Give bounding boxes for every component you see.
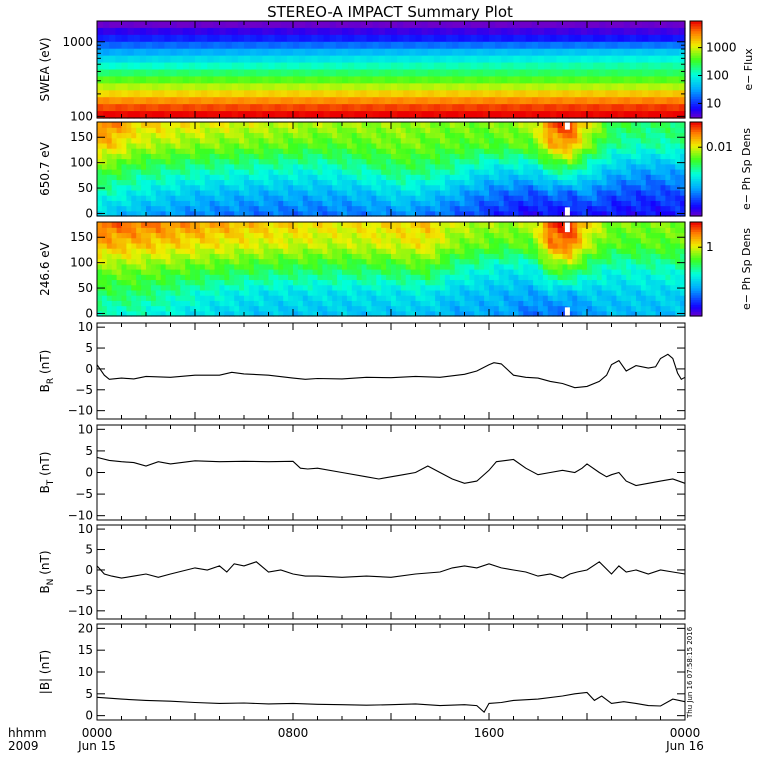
- x-date-label: Jun 15: [77, 739, 116, 753]
- panel-bmag: 0 5 10 15 20 |B| (nT): [38, 621, 685, 722]
- y-tick-label: 10: [78, 522, 93, 536]
- y-axis-label-sub: N: [46, 579, 56, 586]
- colorbar-label: e− Ph Sp Dens: [740, 228, 753, 310]
- y-tick-label: 100: [70, 256, 93, 270]
- y-tick-label: −10: [68, 604, 93, 618]
- y-axis-label-unit: (nT): [38, 550, 52, 578]
- x-date-label: Jun 16: [665, 739, 704, 753]
- y-tick-label: −10: [68, 509, 93, 523]
- panel-background: [97, 323, 685, 419]
- y-tick-label: 10: [78, 665, 93, 679]
- y-tick-label: 100: [70, 109, 93, 123]
- x-tick-label: 0800: [278, 726, 309, 740]
- y-tick-label: 100: [70, 156, 93, 170]
- colorbar-pad650: 0.01 e− Ph Sp Dens: [690, 122, 753, 217]
- colorbar-label: e− Flux: [742, 48, 755, 91]
- y-axis-label: BN (nT): [38, 550, 56, 593]
- y-tick-label: −5: [75, 583, 93, 597]
- y-axis-label-unit: (nT): [38, 650, 52, 678]
- y-tick-label: −5: [75, 383, 93, 397]
- x-axis-prefix-top: hhmm: [8, 726, 47, 740]
- colorbar-swea: 10 100 1000 e− Flux: [690, 21, 755, 119]
- y-tick-label: 150: [70, 130, 93, 144]
- data-gap-bottom: [565, 307, 570, 316]
- panel-background: [97, 624, 685, 720]
- x-tick-label: 0000: [82, 726, 113, 740]
- y-axis-label-unit: (nT): [38, 350, 52, 378]
- colorbar-label: e− Ph Sp Dens: [740, 128, 753, 210]
- y-tick-label: 1000: [62, 35, 93, 49]
- y-tick-label: 0: [85, 709, 93, 723]
- y-axis-label-unit: (nT): [38, 452, 52, 480]
- y-tick-label: −5: [75, 487, 93, 501]
- x-axis-prefix-bottom: 2009: [8, 739, 39, 753]
- y-tick-label: 50: [78, 181, 93, 195]
- colorbar-tick-label: 0.01: [706, 140, 733, 154]
- y-axis-label: 246.6 eV: [38, 241, 52, 296]
- data-gap-top: [565, 222, 570, 232]
- heatmap-pad650: [97, 122, 686, 217]
- y-axis-label: 650.7 eV: [38, 141, 52, 196]
- colorbar-pad246: 1 e− Ph Sp Dens: [690, 222, 753, 317]
- heatmap-pad246: [97, 222, 686, 317]
- y-tick-label: 0: [85, 466, 93, 480]
- x-tick-label: 0000: [670, 726, 701, 740]
- panel-background: [97, 425, 685, 520]
- y-tick-label: −10: [68, 404, 93, 418]
- y-tick-label: 5: [85, 444, 93, 458]
- colorbar-tick-label: 1000: [706, 41, 737, 55]
- panel-pad246: 1 e− Ph Sp Dens 0 50 100 150 246.6 eV: [38, 222, 753, 320]
- y-tick-label: 0: [85, 306, 93, 320]
- data-gap-top: [565, 122, 570, 130]
- y-axis-label: BT (nT): [38, 452, 56, 494]
- panel-background: [97, 525, 685, 619]
- y-tick-label: 50: [78, 281, 93, 295]
- y-tick-label: 10: [78, 320, 93, 334]
- y-tick-label: 0: [85, 563, 93, 577]
- y-axis-label-main: B: [38, 384, 52, 392]
- y-axis-label-main: |B|: [38, 678, 52, 694]
- timestamp: Thu Jun 16 07:58:15 2016: [686, 626, 694, 719]
- colorbar-tick-label: 1: [706, 240, 714, 254]
- y-tick-label: 15: [78, 643, 93, 657]
- y-tick-label: 5: [85, 341, 93, 355]
- colorbar-tick-label: 10: [706, 96, 721, 110]
- y-tick-label: 5: [85, 687, 93, 701]
- y-tick-label: 0: [85, 362, 93, 376]
- y-axis-label: |B| (nT): [38, 650, 52, 694]
- data-gap-bottom: [565, 207, 570, 216]
- y-tick-label: 0: [85, 206, 93, 220]
- panel-bn: −10 −5 0 5 10 BN (nT): [38, 522, 685, 619]
- y-axis-label: BR (nT): [38, 350, 56, 393]
- panel-swea: 10 100 1000 e− Flux 100 1000 SWEA (eV): [38, 21, 755, 123]
- panel-br: −10 −5 0 5 10 BR (nT): [38, 320, 685, 419]
- y-axis-label-main: B: [38, 485, 52, 493]
- y-axis-label-main: B: [38, 585, 52, 593]
- heatmap-swea: [97, 21, 686, 119]
- panel-pad650: 0.01 e− Ph Sp Dens 0 50 100 150 650.7 eV: [38, 122, 753, 220]
- colorbar-tick-label: 100: [706, 69, 729, 83]
- y-tick-label: 20: [78, 621, 93, 635]
- x-tick-label: 1600: [474, 726, 505, 740]
- plot-title: STEREO-A IMPACT Summary Plot: [267, 3, 513, 21]
- y-tick-label: 10: [78, 422, 93, 436]
- panel-bt: −10 −5 0 5 10 BT (nT): [38, 422, 685, 522]
- y-axis-label: SWEA (eV): [38, 37, 52, 101]
- y-tick-label: 150: [70, 230, 93, 244]
- y-tick-label: 5: [85, 543, 93, 557]
